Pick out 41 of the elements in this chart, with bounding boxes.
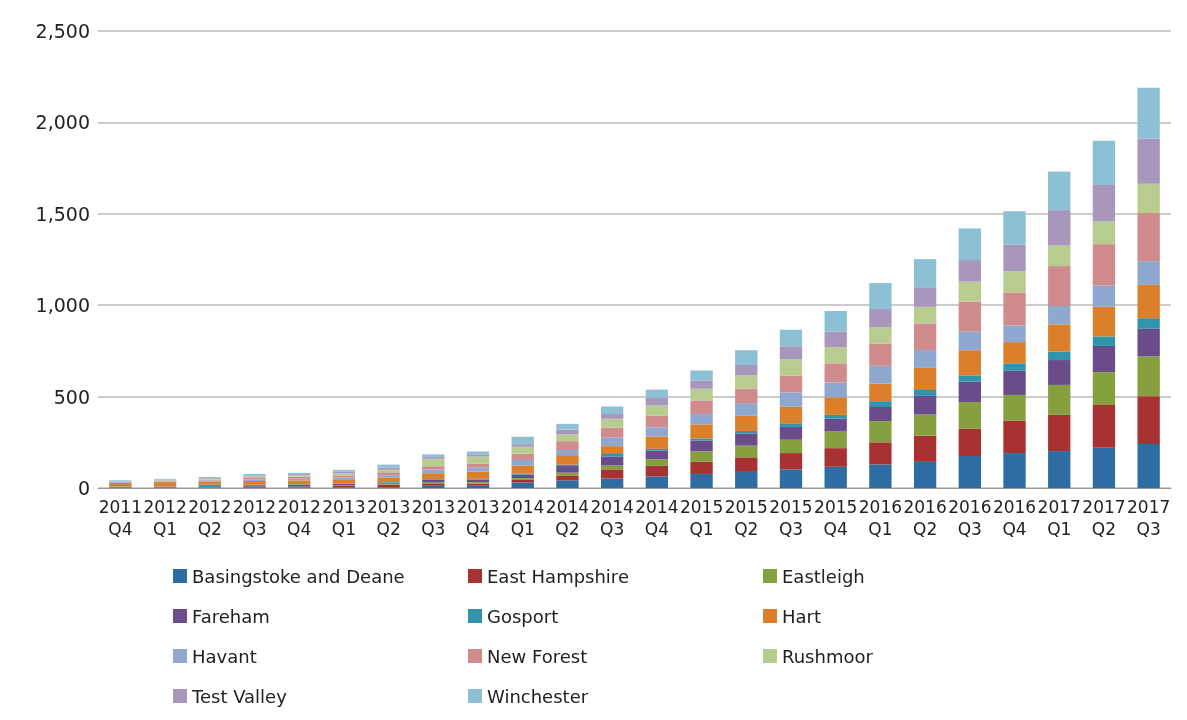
y-tick-label: 2,500 bbox=[35, 20, 90, 42]
legend-label: Basingstoke and Deane bbox=[192, 565, 405, 587]
y-tick-label: 1,000 bbox=[35, 294, 90, 317]
legend-label: Rushmoor bbox=[782, 645, 874, 667]
legend-label: Test Valley bbox=[191, 685, 288, 707]
y-tick-label: 0 bbox=[77, 477, 90, 499]
legend-label: Eastleigh bbox=[782, 565, 865, 587]
x-tick-label: 2014 Q4 bbox=[635, 497, 679, 539]
x-tick-label: 2014 Q2 bbox=[545, 497, 590, 539]
x-tick-label: 2012 Q2 bbox=[188, 497, 232, 539]
x-tick-label: 2015 Q3 bbox=[769, 497, 813, 539]
x-tick-label: 2012 Q3 bbox=[232, 497, 277, 539]
x-tick-label: 2013 Q4 bbox=[456, 497, 500, 539]
y-tick-label: 1,500 bbox=[35, 202, 90, 225]
x-tick-label: 2013 Q3 bbox=[411, 497, 455, 539]
x-tick-label: 2015 Q4 bbox=[814, 497, 858, 539]
y-tick-label: 2,000 bbox=[35, 111, 90, 134]
legend-label: New Forest bbox=[487, 645, 588, 667]
legend-label: Havant bbox=[192, 645, 257, 667]
x-tick-label: 2014 Q3 bbox=[590, 497, 634, 539]
x-tick-label: 2016 Q3 bbox=[948, 497, 992, 539]
legend-label: Fareham bbox=[192, 605, 270, 627]
x-tick-label: 2016 Q4 bbox=[992, 497, 1037, 539]
legend-label: East Hampshire bbox=[487, 565, 629, 587]
legend-label: Winchester bbox=[487, 685, 589, 707]
x-tick-label: 2014 Q1 bbox=[501, 497, 545, 539]
y-tick-label: 500 bbox=[53, 385, 90, 408]
x-tick-label: 2015 Q1 bbox=[679, 497, 724, 539]
legend-label: Gosport bbox=[487, 605, 559, 627]
x-tick-label: 2016 Q1 bbox=[858, 497, 903, 539]
x-tick-label: 2013 Q2 bbox=[366, 497, 411, 539]
x-tick-label: 2012 Q4 bbox=[277, 497, 321, 539]
x-tick-label: 2017 Q1 bbox=[1037, 497, 1081, 539]
x-tick-label: 2012 Q1 bbox=[143, 497, 187, 539]
x-tick-label: 2016 Q2 bbox=[903, 497, 947, 539]
x-tick-label: 2017 Q3 bbox=[1127, 497, 1171, 539]
x-tick-label: 2011 Q4 bbox=[98, 497, 142, 539]
x-tick-label: 2013 Q1 bbox=[322, 497, 366, 539]
legend-label: Hart bbox=[782, 605, 822, 627]
x-tick-label: 2015 Q2 bbox=[724, 497, 768, 539]
x-tick-label: 2017 Q2 bbox=[1082, 497, 1126, 539]
